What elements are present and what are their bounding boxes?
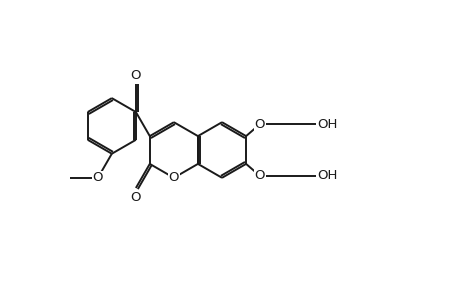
Text: OH: OH xyxy=(317,169,337,182)
Text: O: O xyxy=(130,68,141,82)
Text: O: O xyxy=(254,169,265,182)
Text: O: O xyxy=(92,171,103,184)
Text: O: O xyxy=(168,171,179,184)
Text: O: O xyxy=(130,191,141,204)
Text: O: O xyxy=(254,118,265,130)
Text: OH: OH xyxy=(317,118,337,130)
